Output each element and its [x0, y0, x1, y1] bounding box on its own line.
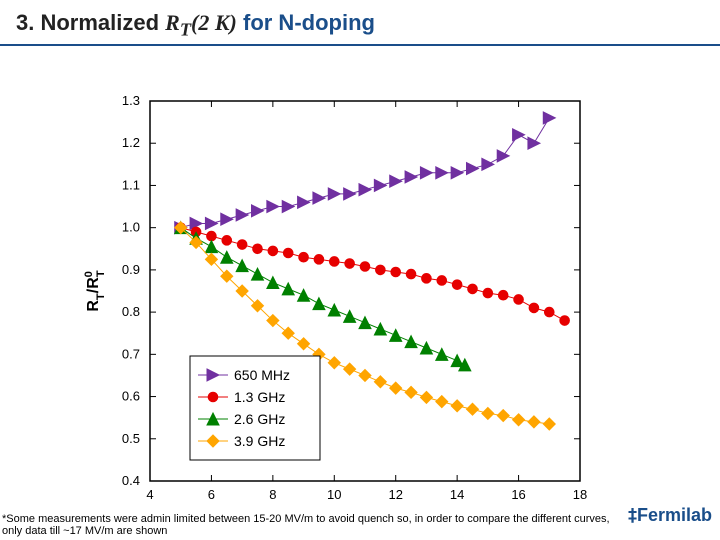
svg-text:1.1: 1.1: [122, 178, 140, 193]
svg-text:4: 4: [146, 487, 153, 502]
title-suffix: for N-doping: [237, 10, 375, 35]
legend: 650 MHz 1.3 GHz 2.6 GHz 3.9 GHz: [190, 356, 320, 460]
svg-text:RT/RT0: RT/RT0: [83, 271, 107, 312]
svg-text:14: 14: [450, 487, 464, 502]
svg-text:3.9 GHz: 3.9 GHz: [234, 433, 285, 449]
svg-text:10: 10: [327, 487, 341, 502]
svg-text:0.7: 0.7: [122, 347, 140, 362]
title-prefix: 3. Normalized: [16, 10, 165, 35]
svg-text:0.8: 0.8: [122, 305, 140, 320]
series-1.3-GHz: [176, 223, 570, 325]
svg-text:12: 12: [388, 487, 402, 502]
logo-text: Fermilab: [637, 505, 712, 525]
svg-text:0.5: 0.5: [122, 431, 140, 446]
svg-text:1.2: 1.2: [122, 136, 140, 151]
slide-header: 3. Normalized RT(2 K) for N-doping: [0, 0, 720, 46]
series-650-MHz: [175, 112, 556, 234]
svg-text:16: 16: [511, 487, 525, 502]
svg-text:0.6: 0.6: [122, 389, 140, 404]
svg-text:650 MHz: 650 MHz: [234, 367, 290, 383]
normalized-rt-chart: 4 6 8 10 12 14 16 18 0.4 0.5 0.6 0.7 0.8 0.9 1.0 1.1 1.2…: [0, 46, 720, 506]
svg-text:18: 18: [573, 487, 587, 502]
svg-text:1.3: 1.3: [122, 93, 140, 108]
svg-text:1.0: 1.0: [122, 220, 140, 235]
svg-text:6: 6: [208, 487, 215, 502]
svg-text:1.3 GHz: 1.3 GHz: [234, 389, 285, 405]
slide-title: 3. Normalized RT(2 K) for N-doping: [16, 10, 704, 40]
title-formula: RT(2 K): [165, 10, 237, 35]
footnote-text: *Some measurements were admin limited be…: [2, 513, 622, 538]
svg-text:0.4: 0.4: [122, 473, 140, 488]
svg-text:2.6 GHz: 2.6 GHz: [234, 411, 285, 427]
fermilab-logo: ‡Fermilab: [627, 505, 712, 526]
svg-text:8: 8: [269, 487, 276, 502]
svg-text:0.9: 0.9: [122, 262, 140, 277]
series-2.6-GHz: [175, 222, 471, 371]
